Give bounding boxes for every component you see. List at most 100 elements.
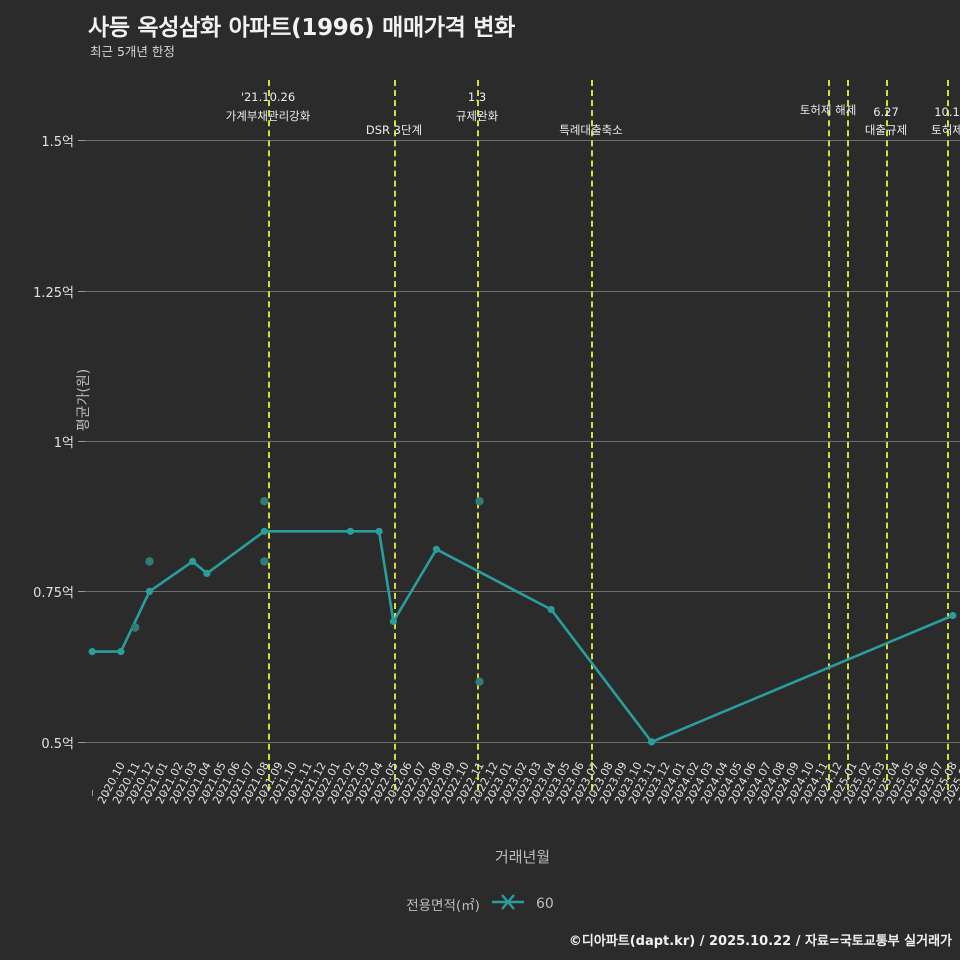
data-point xyxy=(949,611,957,620)
legend-value: 60 xyxy=(535,896,554,912)
annotation-vline xyxy=(847,80,849,790)
annotation-vline xyxy=(828,80,830,790)
x-axis-tick-mark xyxy=(192,790,194,796)
x-axis-tick-mark xyxy=(565,790,567,796)
y-axis-tick-mark xyxy=(78,290,85,292)
gridline xyxy=(85,591,960,593)
x-axis-tick-mark xyxy=(307,790,309,796)
y-axis-tick-label: 1억 xyxy=(53,436,74,452)
x-axis-tick-mark xyxy=(665,790,667,796)
x-axis-tick-mark xyxy=(163,790,165,796)
x-axis-tick-mark xyxy=(321,790,323,796)
x-axis-tick-mark xyxy=(680,790,682,796)
x-axis-tick-mark xyxy=(637,790,639,796)
x-axis-tick-mark xyxy=(422,790,424,796)
x-axis-tick-mark xyxy=(178,790,180,796)
footer-credit: ©디아파트(dapt.kr) / 2025.10.22 / 자료=국토교통부 실… xyxy=(568,934,952,949)
x-axis-title: 거래년월 xyxy=(494,848,551,866)
annotation-vline xyxy=(886,80,888,790)
x-axis-tick-mark xyxy=(92,790,94,796)
x-axis-tick-mark xyxy=(651,790,653,796)
annotation-text-label: 가계부채관리강화 xyxy=(225,109,311,123)
scatter-point xyxy=(131,623,140,632)
x-axis-tick-mark xyxy=(852,790,854,796)
data-point xyxy=(189,557,197,565)
x-axis-tick-mark xyxy=(135,790,137,796)
gridline xyxy=(85,441,960,443)
scatter-point xyxy=(260,497,269,506)
x-axis-tick-mark xyxy=(106,790,108,796)
x-axis-tick-mark xyxy=(364,790,366,796)
x-axis-tick-mark xyxy=(221,790,223,796)
x-axis-tick-mark xyxy=(881,790,883,796)
series-polyline xyxy=(90,529,955,744)
y-axis-title: 평균가(원) xyxy=(76,368,92,432)
x-axis-tick-mark xyxy=(120,790,122,796)
annotation-text-label: 특례대출축소 xyxy=(559,123,623,137)
x-axis-tick-mark xyxy=(407,790,409,796)
x-axis-tick-mark xyxy=(737,790,739,796)
data-point xyxy=(260,527,268,535)
annotation-vline xyxy=(268,80,270,790)
annotation-vline xyxy=(947,80,949,790)
x-axis-tick-mark xyxy=(838,790,840,796)
scatter-point xyxy=(145,557,154,566)
x-axis-tick-mark xyxy=(924,790,926,796)
x-axis-tick-mark xyxy=(249,790,251,796)
data-point xyxy=(117,648,125,656)
x-axis-tick-mark xyxy=(909,790,911,796)
y-axis-tick-label: 1.5억 xyxy=(41,135,74,151)
scatter-point xyxy=(475,497,484,506)
data-point xyxy=(389,617,397,626)
x-axis-tick-mark xyxy=(206,790,208,796)
series-line-60 xyxy=(88,497,957,746)
page-title: 사등 옥성삼화 아파트(1996) 매매가격 변화 xyxy=(88,15,515,41)
x-axis-tick-mark xyxy=(379,790,381,796)
x-axis-tick-mark xyxy=(508,790,510,796)
annotation-vline xyxy=(477,80,479,790)
x-axis-tick-mark xyxy=(350,790,352,796)
data-point xyxy=(648,738,656,746)
x-axis-tick-mark xyxy=(809,790,811,796)
x-axis-tick-mark xyxy=(594,790,596,796)
x-axis-tick-mark xyxy=(708,790,710,796)
x-axis-tick-mark xyxy=(938,790,940,796)
x-axis-tick-mark xyxy=(149,790,151,796)
x-axis-tick-mark xyxy=(952,790,954,796)
data-point xyxy=(203,569,211,577)
x-axis-tick-mark xyxy=(823,790,825,796)
x-axis-tick-mark xyxy=(336,790,338,796)
x-axis-tick-mark xyxy=(450,790,452,796)
annotation-date-label: 10.1 xyxy=(934,105,960,119)
x-axis-tick-mark xyxy=(278,790,280,796)
annotation-vline xyxy=(591,80,593,790)
gridline xyxy=(85,741,960,743)
plot-area: 1.5억 1.25억 1억 0.75억 0.5억 2020.10 2020.11 2020.… xyxy=(33,80,960,866)
gridline xyxy=(85,140,960,142)
data-point xyxy=(375,527,383,535)
x-axis-tick-mark xyxy=(393,790,395,796)
x-axis-tick-mark xyxy=(766,790,768,796)
y-axis-tick-label: 1.25억 xyxy=(33,285,74,301)
y-axis-tick-mark xyxy=(78,591,85,593)
data-point xyxy=(432,545,440,553)
y-axis-tick-label: 0.5억 xyxy=(41,736,74,752)
data-point xyxy=(547,605,555,614)
annotation-date-label: 6.27 xyxy=(873,105,899,119)
legend-title: 전용면적(㎡) xyxy=(406,898,480,914)
x-axis-tick-mark xyxy=(866,790,868,796)
data-point xyxy=(88,648,96,656)
x-axis-tick-mark xyxy=(536,790,538,796)
x-axis-tick-mark xyxy=(479,790,481,796)
y-axis-tick-mark xyxy=(78,140,85,142)
y-axis-tick-mark xyxy=(78,741,85,743)
x-axis-tick-mark xyxy=(235,790,237,796)
x-axis-tick-mark xyxy=(436,790,438,796)
y-axis-tick-mark xyxy=(78,441,85,443)
legend-marker-icon xyxy=(491,893,525,915)
annotation-text-label: 대출규제 xyxy=(864,123,908,137)
x-axis-tick-mark xyxy=(292,790,294,796)
gridline xyxy=(85,290,960,292)
annotation-date-label: 1.3 xyxy=(467,90,487,104)
